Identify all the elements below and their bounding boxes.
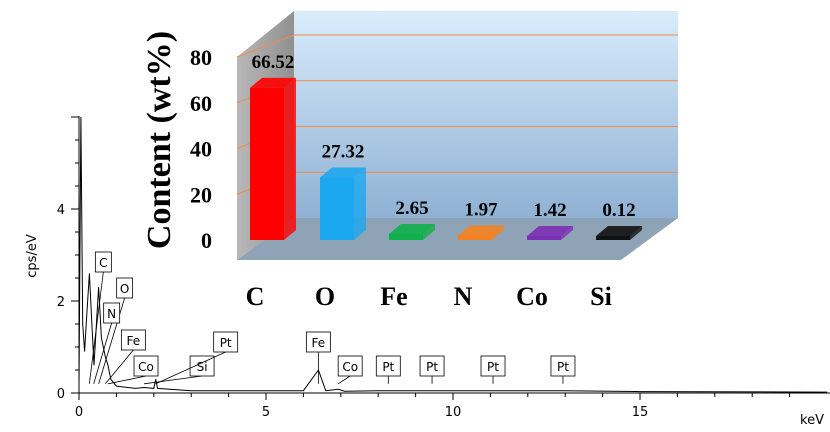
spectrum-x-tick-label: 0 — [75, 405, 83, 420]
bar-chart-y-tick-label: 80 — [190, 45, 212, 70]
spectrum-x-tick-label: 10 — [445, 405, 462, 420]
peak-label-text: O — [120, 282, 129, 296]
peak-label-text: C — [99, 256, 107, 270]
bar-chart-y-tick-label: 0 — [201, 228, 212, 253]
bar-chart-value-labels: 66.52 27.32 2.65 1.97 1.42 0.12 — [252, 52, 636, 221]
peak-label: Co — [337, 355, 363, 385]
peak-label-text: Pt — [557, 360, 569, 374]
bar-value-label: 27.32 — [322, 142, 365, 163]
peak-label: Pt — [155, 331, 239, 385]
spectrum-y-axis-label: cps/eV — [25, 234, 40, 278]
peak-label-text: Pt — [220, 336, 232, 350]
bar-value-label: 1.42 — [533, 200, 566, 221]
bar-chart-back-wall — [294, 11, 678, 218]
peak-label-text: Co — [138, 360, 154, 374]
bar-value-label: 2.65 — [395, 198, 428, 219]
peak-label-text: N — [107, 307, 116, 321]
bar-chart-y-tick-label: 60 — [190, 91, 212, 116]
peak-label: Fe — [105, 329, 146, 385]
peak-label: Pt — [550, 355, 576, 384]
spectrum-y-tick-label: 2 — [57, 295, 65, 310]
peak-label: Pt — [480, 355, 506, 384]
bar-value-label: 66.52 — [252, 52, 295, 73]
bar-value-label: 0.12 — [602, 200, 635, 221]
bar-chart-y-axis-label: Content (wt%) — [141, 31, 178, 249]
bar-chart-y-tick-label: 20 — [190, 182, 212, 207]
bar — [596, 226, 642, 240]
peak-label: Pt — [419, 355, 445, 384]
bar-chart-bars — [250, 77, 642, 240]
peak-label: Fe — [305, 331, 331, 384]
peak-label: Pt — [375, 355, 401, 384]
peak-label-text: Pt — [426, 360, 438, 374]
spectrum-y-tick-label: 0 — [57, 387, 65, 402]
bar-chart-categories: C O Fe N Co Si — [246, 282, 612, 311]
bar-category-label: Fe — [380, 282, 407, 311]
bar-category-label: N — [454, 282, 473, 311]
peak-label-text: Si — [197, 360, 208, 374]
spectrum-x-tick-label: 15 — [632, 405, 649, 420]
bar-category-label: Si — [590, 282, 612, 311]
peak-label-text: Pt — [487, 360, 499, 374]
bar — [320, 167, 366, 240]
spectrum-tick-labels: 0 5 10 15 0 2 4 — [57, 203, 649, 420]
peak-label: N — [93, 302, 121, 384]
spectrum-ticks — [71, 116, 791, 400]
bar — [458, 225, 504, 240]
peak-label-text: Fe — [312, 336, 326, 350]
bar — [250, 77, 296, 240]
bar — [389, 223, 435, 240]
bar-chart-y-tick-label: 40 — [190, 137, 212, 162]
bar-value-label: 1.97 — [464, 199, 498, 220]
peak-label-text: Co — [342, 360, 358, 374]
bar-chart: 0 20 40 60 80 66.52 27.32 2.65 1.97 1.42 0.12 C O F… — [141, 11, 678, 311]
bar-category-label: Co — [516, 282, 548, 311]
bar-category-label: C — [246, 282, 265, 311]
bar-chart-gridline — [236, 34, 295, 58]
spectrum-line — [78, 116, 828, 393]
bar — [527, 226, 573, 240]
spectrum-x-axis-unit: keV — [800, 413, 824, 428]
peak-label: Co — [107, 355, 159, 385]
bar-category-label: O — [315, 282, 335, 311]
peak-label-text: Pt — [382, 360, 394, 374]
bar-chart-y-ticks: 0 20 40 60 80 — [190, 45, 212, 253]
peak-label: C — [88, 251, 112, 384]
spectrum-y-tick-label: 4 — [57, 203, 65, 218]
peak-label: Si — [144, 355, 215, 385]
peak-label-text: Fe — [127, 334, 141, 348]
peak-label: O — [98, 277, 134, 384]
spectrum-x-tick-label: 5 — [262, 405, 270, 420]
